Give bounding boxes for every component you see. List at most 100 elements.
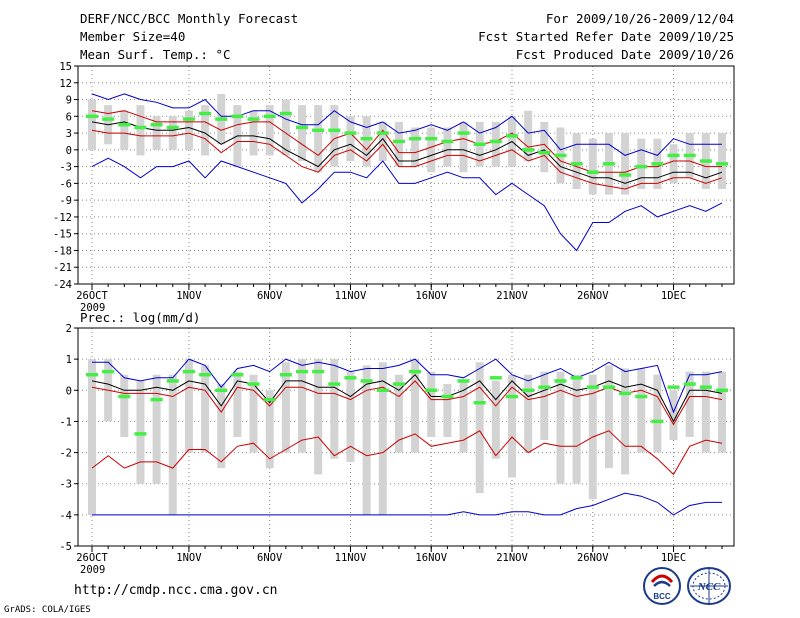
prec-y-tick-label: 0	[66, 385, 72, 397]
temp-x-tick-label: 6NOV	[257, 290, 283, 302]
bcc-logo: BCC	[643, 567, 681, 605]
temp-x-tick-label: 1NOV	[176, 290, 202, 302]
prec-spread-box	[443, 384, 452, 437]
prec-spread-box	[701, 371, 710, 453]
forecast-period-label: For 2009/10/26-2009/12/04	[545, 11, 734, 26]
temp-spread-box	[637, 138, 646, 189]
prec-spread-box	[621, 368, 630, 475]
temp-x-tick-label: 16NOV	[415, 290, 447, 302]
temp-spread-box	[621, 133, 630, 195]
temp-x-tick-label: 21NOV	[496, 290, 528, 302]
temp-mean-line	[91, 121, 723, 184]
temp-spread-box	[168, 116, 177, 150]
forecast-start-label: Fcst Started Refer Date 2009/10/25	[478, 29, 734, 44]
prec-spread-box	[508, 374, 516, 478]
temp-y-tick-label: 3	[66, 128, 72, 140]
temp-y-tick-label: -3	[59, 162, 72, 174]
temp-spread-box	[330, 105, 339, 167]
prec-upper-red-line	[91, 380, 723, 426]
prec-spread-box	[378, 362, 387, 515]
temp-x-tick-label: 26NOV	[577, 290, 609, 302]
temp-spread-box	[443, 127, 452, 167]
temp-spread-box	[588, 138, 597, 195]
source-url[interactable]: http://cmdp.ncc.cma.gov.cn	[74, 583, 278, 598]
member-size-label: Member Size=40	[80, 29, 186, 44]
temp-spread-box	[298, 105, 306, 162]
temp-y-tick-label: -12	[53, 212, 72, 224]
prec-spread-box	[411, 359, 420, 453]
prec-spread-box	[120, 374, 129, 437]
prec-x-tick-label: 26NOV	[577, 552, 609, 564]
temp-spread-box	[184, 110, 193, 150]
temp-max-line	[91, 93, 722, 156]
temp-spread-box	[88, 99, 96, 150]
temp-spread-box	[718, 133, 726, 189]
prec-spread-box	[281, 362, 290, 453]
prec-x-tick-label: 11NOV	[335, 552, 367, 564]
prec-spread-box	[540, 371, 549, 441]
temp-y-tick-label: 15	[59, 61, 72, 73]
prec-spread-box	[265, 390, 274, 469]
temp-spread-box	[427, 127, 436, 173]
temp-x-tick-label: 26OCT	[76, 290, 108, 302]
temp-y-tick-label: -24	[53, 279, 72, 291]
temp-upper-red-line	[91, 110, 722, 173]
prec-spread-box	[362, 365, 371, 515]
prec-min-line	[92, 492, 722, 516]
temp-y-tick-label: -18	[53, 245, 72, 257]
temp-plot-frame	[77, 65, 735, 285]
temp-spread-box	[491, 121, 500, 167]
temp-spread-box	[152, 116, 161, 150]
prec-x-tick-label: 26OCT	[76, 552, 108, 564]
temp-spread-box	[540, 121, 549, 173]
prec-spread-box	[217, 384, 226, 469]
temp-y-tick-label: 12	[59, 78, 72, 90]
prec-spread-box	[556, 371, 565, 484]
prec-spread-box	[314, 359, 323, 475]
prec-spread-box	[394, 374, 403, 453]
temp-x-tick-label: 1DEC	[661, 290, 686, 302]
prec-y-tick-label: 2	[66, 323, 72, 335]
prec-spread-box	[459, 380, 468, 453]
temp-y-tick-label: -9	[59, 195, 72, 207]
temp-spread-box	[136, 105, 145, 156]
prec-y-tick-label: -3	[59, 479, 72, 491]
temp-spread-box	[249, 110, 258, 156]
temp-y-tick-label: 9	[66, 95, 72, 107]
prec-y-tick-label: 1	[66, 354, 72, 366]
prec-spread-box	[604, 365, 613, 469]
prec-plot-frame	[77, 327, 735, 547]
temp-y-tick-label: 0	[66, 145, 72, 157]
prec-y-tick-label: -4	[59, 510, 72, 522]
prec-mean-line	[91, 373, 723, 423]
temp-y-tick-label: -6	[59, 178, 72, 190]
prec-spread-box	[152, 374, 161, 484]
prec-spread-box	[491, 380, 500, 459]
prec-spread-box	[653, 374, 662, 453]
prec-spread-box	[718, 371, 726, 453]
prec-x-tick-label: 1NOV	[176, 552, 202, 564]
prec-panel-title: Prec.: log(mm/d)	[80, 310, 200, 325]
prec-spread-box	[475, 362, 484, 494]
temp-spread-box	[572, 133, 581, 189]
prec-spread-box	[233, 371, 242, 437]
temp-lower-red-line	[91, 129, 723, 190]
grads-credit: GrADS: COLA/IGES	[4, 605, 91, 615]
ncc-logo: NCC	[687, 567, 731, 605]
temp-y-tick-label: -15	[53, 229, 72, 241]
chart-title: DERF/NCC/BCC Monthly Forecast	[80, 11, 299, 26]
temp-y-tick-label: -21	[53, 262, 72, 274]
prec-x-tick-label: 21NOV	[496, 552, 528, 564]
temp-x-tick-label: 11NOV	[335, 290, 367, 302]
temp-spread-box	[362, 116, 371, 167]
prec-spread-box	[330, 359, 339, 459]
prec-spread-box	[524, 374, 533, 453]
variable-label: Mean Surf. Temp.: °C	[80, 47, 231, 62]
bcc-logo-text: BCC	[653, 592, 671, 601]
prec-spread-box	[249, 374, 258, 453]
prec-y-tick-label: -2	[59, 448, 72, 460]
prec-lower-red-line	[91, 430, 723, 476]
temp-spread-box	[524, 110, 533, 162]
prec-x-tick-label: 1DEC	[661, 552, 686, 564]
